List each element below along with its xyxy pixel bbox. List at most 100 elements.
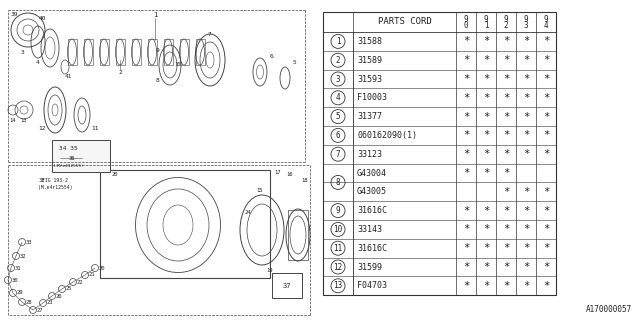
Text: *: * — [463, 281, 469, 291]
Text: 23: 23 — [47, 300, 53, 306]
Bar — [147, 39, 157, 65]
Text: A170000057: A170000057 — [586, 305, 632, 314]
Text: FIG 193-2: FIG 193-2 — [42, 178, 68, 182]
Text: 34 35: 34 35 — [59, 147, 77, 151]
Text: 37: 37 — [283, 283, 291, 289]
Text: *: * — [463, 206, 469, 216]
Text: 12: 12 — [333, 262, 342, 271]
Text: *: * — [543, 74, 549, 84]
Bar — [323, 12, 556, 295]
Text: 10: 10 — [175, 62, 181, 68]
Text: F04703: F04703 — [357, 281, 387, 290]
Text: 16: 16 — [287, 172, 293, 178]
Text: *: * — [483, 112, 489, 122]
Text: *: * — [503, 93, 509, 103]
Bar — [179, 39, 189, 65]
Text: *: * — [463, 74, 469, 84]
Text: 30: 30 — [12, 277, 19, 283]
Text: *: * — [523, 224, 529, 235]
Text: *: * — [523, 74, 529, 84]
Text: 31599: 31599 — [357, 262, 382, 271]
Text: *: * — [463, 168, 469, 178]
Text: *: * — [483, 55, 489, 65]
Text: *: * — [543, 131, 549, 140]
Text: *: * — [523, 93, 529, 103]
Text: F10003: F10003 — [357, 93, 387, 102]
Text: 33143: 33143 — [357, 225, 382, 234]
Text: 28: 28 — [26, 300, 32, 305]
Text: 41: 41 — [64, 75, 72, 79]
Text: 2: 2 — [504, 21, 508, 30]
Text: 9: 9 — [504, 15, 508, 25]
Text: 1: 1 — [336, 37, 340, 46]
Text: 4: 4 — [336, 93, 340, 102]
Text: 3: 3 — [524, 21, 528, 30]
Text: 19: 19 — [267, 268, 273, 273]
Text: *: * — [543, 55, 549, 65]
Text: *: * — [543, 112, 549, 122]
Text: *: * — [503, 74, 509, 84]
Text: 9: 9 — [464, 15, 468, 25]
Text: 9: 9 — [484, 15, 488, 25]
Text: *: * — [543, 149, 549, 159]
Text: 31589: 31589 — [357, 56, 382, 65]
Text: 7: 7 — [208, 33, 212, 37]
Text: *: * — [523, 36, 529, 46]
Text: *: * — [463, 224, 469, 235]
Text: *: * — [483, 93, 489, 103]
Text: *: * — [503, 55, 509, 65]
Text: 4: 4 — [544, 21, 548, 30]
Text: 5: 5 — [292, 60, 296, 65]
Text: 6: 6 — [336, 131, 340, 140]
Text: 11: 11 — [92, 125, 99, 131]
Text: *: * — [463, 243, 469, 253]
Text: 5: 5 — [336, 112, 340, 121]
Text: 29: 29 — [17, 291, 23, 295]
Text: 31616C: 31616C — [357, 206, 387, 215]
Text: 1: 1 — [153, 12, 157, 18]
Text: *: * — [543, 281, 549, 291]
Bar — [67, 39, 77, 65]
Text: *: * — [483, 36, 489, 46]
Text: 1: 1 — [484, 21, 488, 30]
Text: *: * — [463, 36, 469, 46]
Text: 31616C: 31616C — [357, 244, 387, 253]
Text: *: * — [523, 112, 529, 122]
Text: 9: 9 — [155, 47, 159, 52]
Text: *: * — [503, 262, 509, 272]
Bar — [288, 210, 308, 260]
Text: 36: 36 — [68, 156, 76, 162]
Bar — [163, 39, 173, 65]
Text: *: * — [543, 187, 549, 197]
Text: 24: 24 — [244, 210, 252, 214]
Text: *: * — [463, 55, 469, 65]
Text: 0: 0 — [464, 21, 468, 30]
Text: 8: 8 — [336, 178, 340, 187]
Text: *: * — [463, 262, 469, 272]
Text: *: * — [463, 93, 469, 103]
Text: 40: 40 — [38, 15, 45, 20]
Text: 9: 9 — [544, 15, 548, 25]
Text: *: * — [503, 36, 509, 46]
Text: *: * — [503, 243, 509, 253]
Text: *: * — [503, 131, 509, 140]
Bar — [83, 39, 93, 65]
Text: *: * — [503, 112, 509, 122]
Text: G43004: G43004 — [357, 169, 387, 178]
Text: *: * — [483, 224, 489, 235]
Text: *: * — [503, 281, 509, 291]
Text: 26: 26 — [56, 293, 62, 299]
Text: *: * — [483, 281, 489, 291]
Text: *: * — [503, 149, 509, 159]
Text: *: * — [483, 168, 489, 178]
Text: 18: 18 — [301, 178, 308, 182]
Text: *: * — [463, 149, 469, 159]
Text: 4: 4 — [36, 60, 40, 65]
Text: *: * — [463, 131, 469, 140]
Text: 17: 17 — [275, 170, 281, 174]
Text: *: * — [543, 262, 549, 272]
Text: *: * — [523, 149, 529, 159]
Text: *: * — [483, 131, 489, 140]
Text: *: * — [483, 243, 489, 253]
Text: 13: 13 — [333, 281, 342, 290]
